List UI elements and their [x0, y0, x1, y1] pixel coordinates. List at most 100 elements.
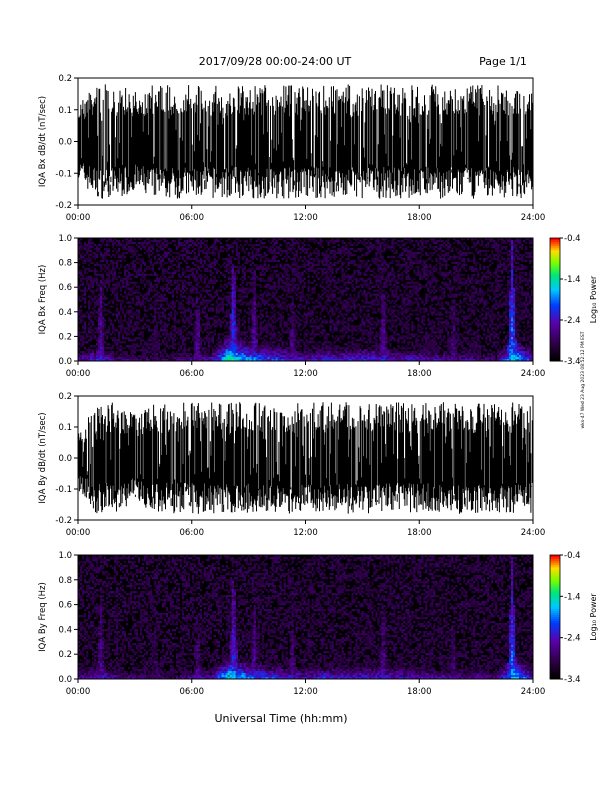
colorbar-swatch — [550, 668, 560, 672]
colorbar-swatch — [550, 608, 560, 612]
colorbar-swatch — [550, 238, 560, 241]
colorbar-swatch — [550, 352, 560, 356]
x-tick-label: 06:00 — [180, 213, 205, 223]
x-tick-label: 00:00 — [66, 528, 91, 538]
colorbar-swatch — [550, 557, 560, 560]
colorbar-swatch — [550, 350, 560, 354]
colorbar-swatch — [550, 322, 560, 325]
colorbar-swatch — [550, 281, 560, 284]
colorbar-swatch — [550, 635, 560, 639]
colorbar-swatch — [550, 258, 560, 262]
colorbar-swatch — [550, 264, 560, 268]
colorbar-swatch — [550, 324, 560, 327]
y-tick-label: -0.2 — [55, 201, 72, 211]
y-tick-label: 0.0 — [58, 454, 72, 464]
colorbar-swatch — [550, 268, 560, 272]
colorbar-swatch — [550, 598, 560, 601]
x-tick-label: 12:00 — [293, 213, 318, 223]
y-tick-label: -0.1 — [55, 169, 72, 179]
y-tick-label: 0.0 — [58, 357, 72, 367]
colorbar-swatch — [550, 571, 560, 575]
colorbar-swatch — [550, 614, 560, 618]
colorbar-swatch — [550, 623, 560, 626]
colorbar-swatch — [550, 617, 560, 620]
x-tick-label: 12:00 — [293, 528, 318, 538]
colorbar-tick-label: -1.4 — [564, 275, 581, 285]
y-axis-label: IQA By dB/dt (nT/sec) — [38, 412, 48, 503]
colorbar-swatch — [550, 332, 560, 335]
colorbar-swatch — [550, 303, 560, 307]
panel-1-axes: 0.2 0.1 0.0 -0.1 -0.2 00:00 06:00 12:00 18:00 24:… — [38, 74, 545, 223]
colorbar-swatch — [550, 656, 560, 659]
colorbar-swatch — [550, 242, 560, 245]
colorbar-swatch — [550, 330, 560, 333]
x-tick-label: 18:00 — [407, 687, 432, 697]
colorbar-swatch — [550, 606, 560, 610]
colorbar-swatch — [550, 581, 560, 585]
x-tick-label: 18:00 — [407, 528, 432, 538]
colorbar-swatch — [550, 256, 560, 259]
colorbar-swatch — [550, 658, 560, 661]
colorbar-swatch — [550, 579, 560, 583]
colorbar-swatch — [550, 285, 560, 288]
colorbar-tick-label: -1.4 — [564, 592, 581, 602]
colorbar-swatch — [550, 293, 560, 296]
colorbar-frame — [549, 237, 561, 362]
x-tick-label: 12:00 — [293, 687, 318, 697]
colorbar-swatch — [550, 315, 560, 319]
colorbar-swatch — [550, 307, 560, 311]
colorbar-swatch — [550, 629, 560, 632]
y-tick-label: 1.0 — [58, 234, 72, 244]
colorbar-tick-label: -2.4 — [564, 634, 581, 644]
colorbar-swatch — [550, 610, 560, 614]
colorbar-swatch — [550, 326, 560, 329]
colorbar-swatch — [550, 266, 560, 270]
colorbar-swatch — [550, 344, 560, 348]
colorbar-swatch — [550, 612, 560, 616]
colorbar-swatch — [550, 279, 560, 282]
colorbar-swatch — [550, 274, 560, 278]
colorbar-swatch — [550, 590, 560, 593]
colorbar-swatch — [550, 272, 560, 276]
y-tick-label: 0.4 — [58, 308, 72, 318]
y-tick-label: 0.8 — [58, 259, 72, 269]
y-axis-label: IQA Bx dB/dt (nT/sec) — [38, 96, 48, 187]
x-tick-label: 00:00 — [66, 369, 91, 379]
y-tick-label: 0.2 — [58, 332, 72, 342]
colorbar-swatch — [550, 328, 560, 331]
y-tick-label: 0.8 — [58, 576, 72, 586]
waveform-trace — [77, 390, 534, 526]
x-tick-label: 24:00 — [521, 687, 546, 697]
colorbar-swatch — [550, 301, 560, 305]
colorbar-swatch — [550, 291, 560, 294]
colorbar-swatch — [550, 334, 560, 337]
y-tick-label: 0.6 — [58, 283, 72, 293]
colorbar-swatch — [550, 621, 560, 624]
x-tick-label: 24:00 — [521, 528, 546, 538]
y-tick-label: 1.0 — [58, 551, 72, 561]
x-tick-label: 06:00 — [180, 687, 205, 697]
y-tick-label: -0.1 — [55, 485, 72, 495]
colorbar-swatch — [550, 561, 560, 564]
colorbar-swatch — [550, 248, 560, 251]
colorbar-swatch — [550, 596, 560, 599]
colorbar-swatch — [550, 565, 560, 568]
colorbar-swatch — [550, 602, 560, 606]
colorbar-tick-label: -3.4 — [564, 675, 581, 685]
colorbar-swatch — [550, 309, 560, 313]
colorbar-swatch — [550, 577, 560, 581]
colorbar-swatch — [550, 270, 560, 274]
colorbar-swatch — [550, 652, 560, 655]
x-tick-label: 06:00 — [180, 369, 205, 379]
colorbar-swatch — [550, 672, 560, 676]
colorbar-tick-label: -0.4 — [564, 234, 581, 244]
colorbar-swatch — [550, 250, 560, 253]
x-axis-title: Universal Time (hh:mm) — [215, 712, 348, 725]
y-tick-label: -0.2 — [55, 516, 72, 526]
colorbar-swatch — [550, 336, 560, 339]
colorbar-swatch — [550, 650, 560, 653]
colorbar-swatch — [550, 260, 560, 264]
colorbar-swatch — [550, 567, 560, 570]
x-tick-label: 12:00 — [293, 369, 318, 379]
